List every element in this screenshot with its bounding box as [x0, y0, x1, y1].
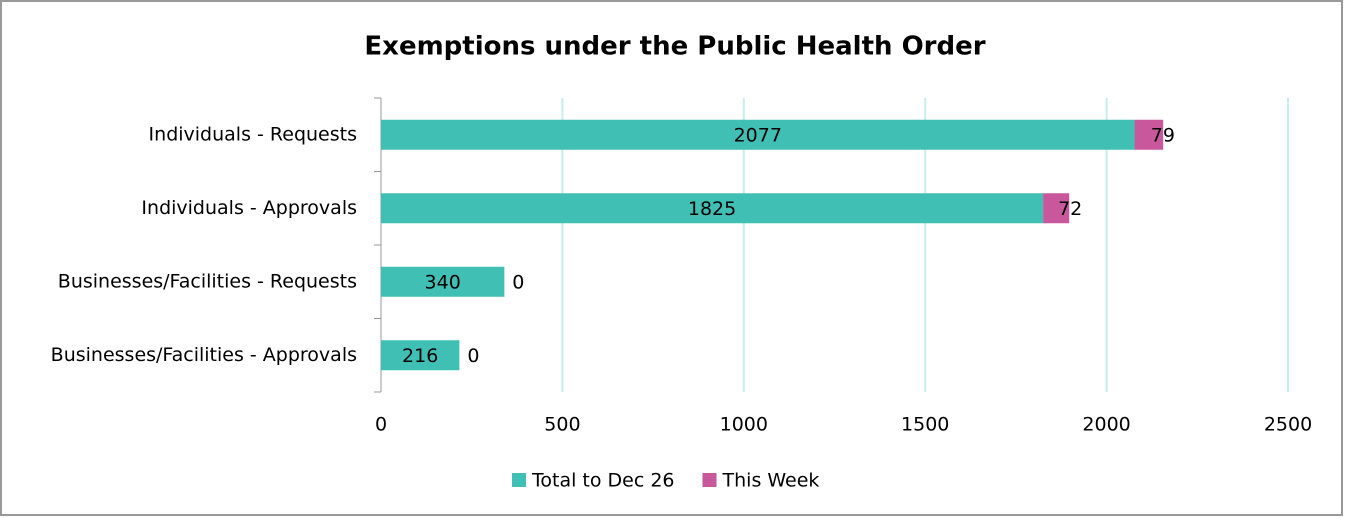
data-label: 340 [425, 271, 461, 293]
x-tick-label: 2000 [1082, 414, 1130, 436]
data-label: 2077 [734, 124, 782, 146]
data-label: 72 [1058, 198, 1082, 220]
y-tick-label: Businesses/Facilities - Requests [58, 270, 357, 292]
data-label: 216 [402, 345, 438, 367]
legend-swatch [702, 473, 717, 487]
x-tick-label: 1500 [901, 414, 949, 436]
legend-label: This Week [722, 470, 820, 492]
data-label: 1825 [688, 198, 736, 220]
x-tick-label: 2500 [1264, 414, 1312, 436]
bar-segment [1134, 119, 1164, 150]
y-tick-label: Businesses/Facilities - Approvals [51, 344, 357, 366]
bar-segment [381, 119, 1135, 150]
data-label: 0 [467, 345, 479, 367]
x-tick-label: 0 [375, 414, 387, 436]
bar-segment [1043, 193, 1070, 224]
chart-title: Exemptions under the Public Health Order [364, 32, 985, 62]
y-tick-label: Individuals - Approvals [141, 197, 357, 219]
data-label: 0 [512, 271, 524, 293]
data-label: 79 [1151, 124, 1175, 146]
bar-segment [381, 193, 1044, 224]
bar-segment [381, 340, 460, 371]
x-tick-label: 500 [544, 414, 580, 436]
x-tick-label: 1000 [720, 414, 768, 436]
y-tick-label: Individuals - Requests [149, 123, 357, 145]
legend-label: Total to Dec 26 [531, 470, 675, 492]
legend-swatch [512, 473, 526, 487]
bar-segment [381, 266, 505, 297]
